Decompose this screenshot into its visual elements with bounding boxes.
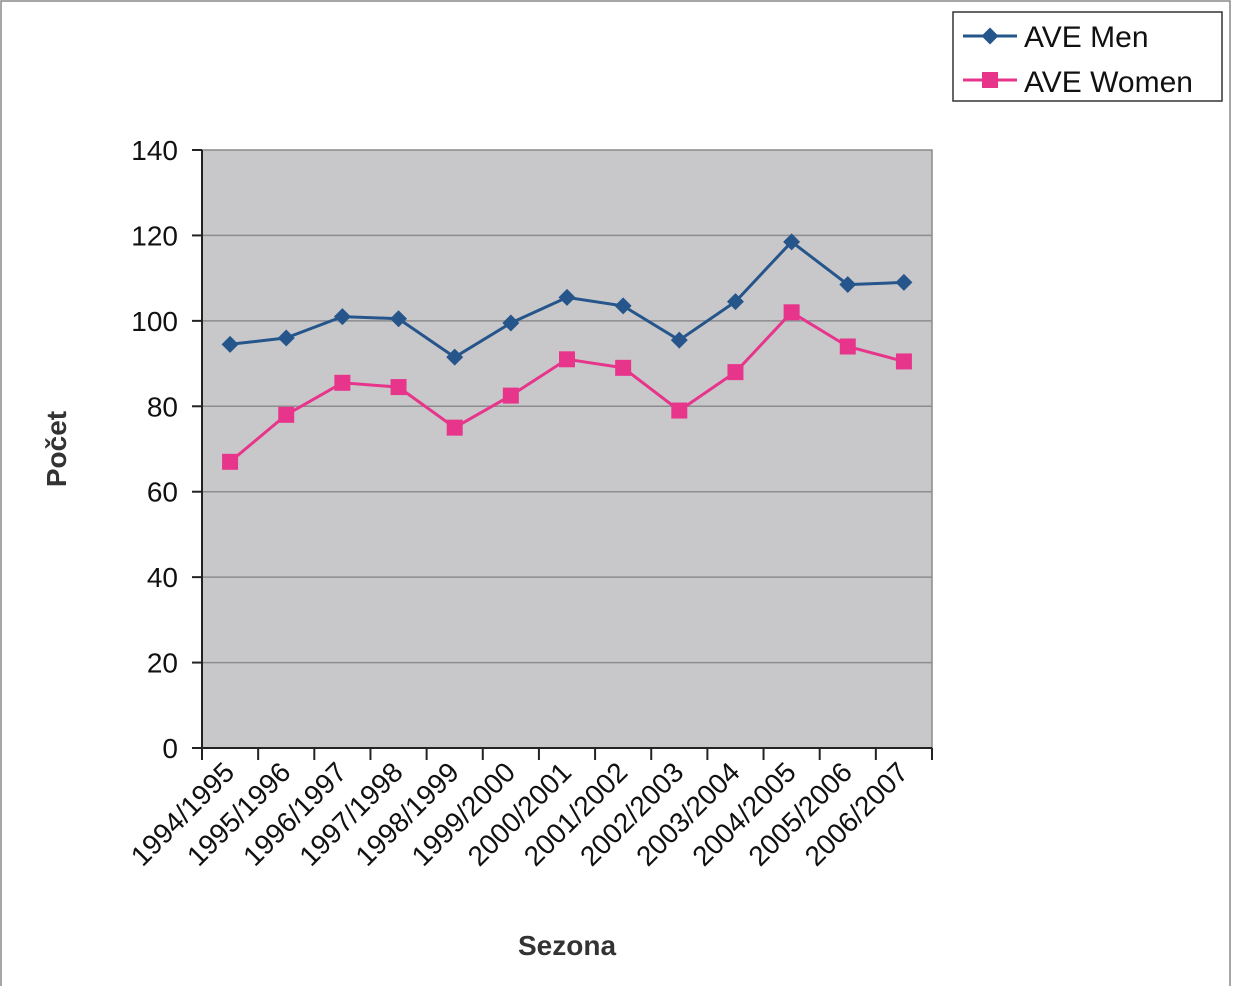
y-tick-label: 120 [131,220,178,251]
y-tick-label: 20 [147,648,178,679]
data-point-women [502,387,519,404]
data-point-women [559,351,575,368]
axes [201,150,932,749]
data-point-women [727,364,744,381]
data-point-men [277,329,295,347]
data-point-women [895,353,912,370]
y-tick-label: 100 [131,306,178,337]
series [221,233,913,470]
data-point-men [895,273,913,291]
data-point-men [333,308,351,326]
data-point-women [446,419,463,436]
data-point-women [839,338,856,355]
plot-area [201,149,933,749]
x-axis-title: Sezona [518,930,616,961]
legend-marker-women [982,72,998,88]
legend: AVE Men AVE Women [952,11,1223,102]
data-point-men [558,288,576,306]
data-point-men [502,314,520,332]
y-tick-label: 0 [162,733,178,764]
data-point-men [783,233,801,251]
y-tick-label: 140 [131,135,178,166]
y-tick-label: 80 [147,391,178,422]
data-point-men [390,310,408,328]
data-point-women [783,304,800,321]
data-point-men [614,297,632,315]
data-point-women [671,402,688,419]
legend-label-women: AVE Women [1024,66,1193,99]
y-axis-title: Počet [41,411,72,487]
legend-marker-men [981,27,999,45]
data-point-men [670,331,688,349]
data-point-men [839,276,857,294]
gridlines [202,234,932,664]
data-point-women [615,359,632,376]
data-point-men [446,348,464,366]
data-point-men [221,335,239,353]
data-point-women [334,374,351,391]
data-point-women [222,453,239,470]
legend-label-men: AVE Men [1024,21,1149,54]
data-point-women [278,406,295,423]
x-ticks: 1994/19951995/19961996/19971997/19981998… [125,748,933,872]
data-point-women [390,379,407,396]
y-ticks: 0 20 40 60 80 100 120 140 [131,135,202,764]
y-tick-label: 40 [147,562,178,593]
data-point-men [726,293,744,311]
y-tick-label: 60 [147,477,178,508]
